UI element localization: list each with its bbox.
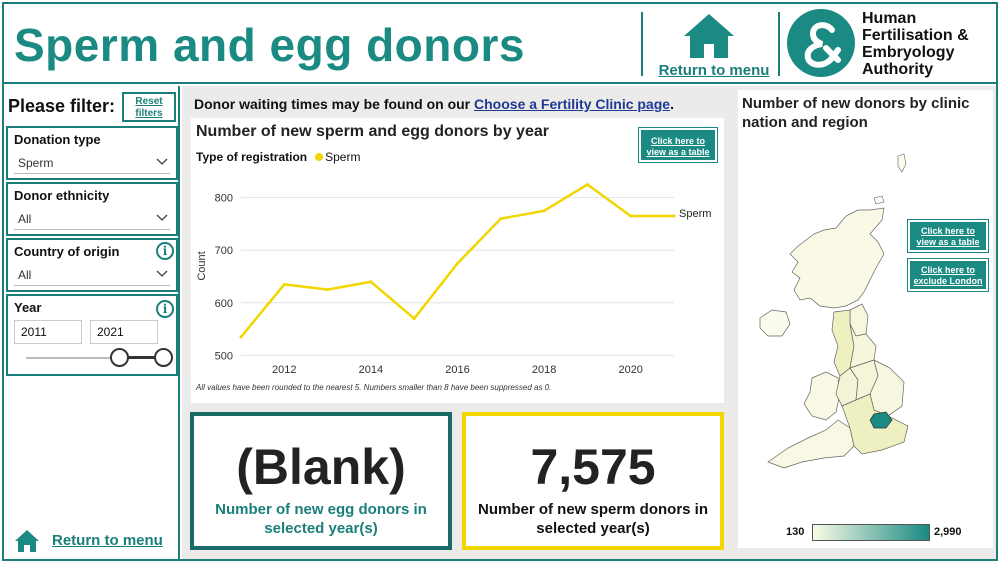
- data-point: [585, 183, 589, 187]
- map-region-northern-ireland: [759, 309, 791, 337]
- year-start-input[interactable]: 2011: [14, 320, 82, 344]
- info-icon[interactable]: i: [156, 242, 174, 260]
- header-divider: [641, 12, 643, 76]
- egg-donors-card: (Blank) Number of new egg donors in sele…: [190, 412, 452, 550]
- map-region-london: [869, 411, 893, 429]
- year-end-input[interactable]: 2021: [90, 320, 158, 344]
- logo-text: Human Fertilisation & Embryology Authori…: [862, 10, 969, 78]
- country-of-origin-filter: Country of origin i All: [6, 238, 178, 292]
- map-region-south-west: [767, 419, 855, 469]
- data-point: [456, 261, 459, 265]
- region-map-card: Number of new donors by clinic nation an…: [738, 90, 993, 548]
- donors-by-year-chart: Number of new sperm and egg donors by ye…: [191, 118, 724, 403]
- map-region-orkney: [873, 195, 885, 205]
- donor-ethnicity-dropdown[interactable]: All: [14, 208, 170, 230]
- data-point: [629, 214, 633, 218]
- country-of-origin-dropdown[interactable]: All: [14, 264, 170, 286]
- reset-filters-button[interactable]: Reset filters: [122, 92, 176, 122]
- year-filter: Year i 2011 2021: [6, 294, 178, 376]
- map-region-wales: [803, 371, 841, 421]
- uk-region-map[interactable]: [758, 150, 928, 520]
- data-point: [326, 288, 330, 292]
- header: Sperm and egg donors Return to menu Huma…: [4, 4, 996, 84]
- waiting-times-notice: Donor waiting times may be found on our …: [194, 96, 674, 112]
- year-slider-range: [120, 356, 164, 359]
- year-slider-start-handle[interactable]: [110, 348, 129, 367]
- exclude-london-button[interactable]: Click here to exclude London: [907, 258, 989, 292]
- y-tick-label: 700: [215, 245, 233, 257]
- map-region-scotland: [789, 207, 885, 309]
- data-point: [282, 282, 286, 286]
- year-slider-track[interactable]: [26, 357, 164, 359]
- sperm-donors-card: 7,575 Number of new sperm donors in sele…: [462, 412, 724, 550]
- y-tick-label: 600: [215, 298, 233, 310]
- map-region-shetland: [897, 153, 907, 173]
- sperm-donors-value: 7,575: [530, 439, 656, 495]
- data-point: [499, 217, 503, 221]
- info-icon[interactable]: i: [156, 300, 174, 318]
- scale-min-label: 130: [786, 526, 805, 538]
- view-as-table-button[interactable]: Click here to view as a table: [638, 127, 718, 163]
- return-to-menu-link[interactable]: Return to menu: [658, 62, 770, 79]
- chevron-down-icon: [156, 270, 168, 277]
- map-view-as-table-button[interactable]: Click here to view as a table: [907, 219, 989, 253]
- page-title: Sperm and egg donors: [14, 19, 525, 71]
- data-point: [412, 317, 416, 321]
- color-scale-bar: [812, 524, 930, 541]
- filter-label: Donor ethnicity: [14, 188, 110, 203]
- donor-ethnicity-filter: Donor ethnicity All: [6, 182, 178, 236]
- filter-heading: Please filter:: [8, 96, 116, 116]
- filter-label: Donation type: [14, 132, 101, 147]
- year-slider-end-handle[interactable]: [154, 348, 173, 367]
- rounding-footnote: All values have been rounded to the near…: [196, 383, 552, 392]
- y-tick-label: 500: [215, 350, 233, 362]
- chart-title: Number of new sperm and egg donors by ye…: [196, 123, 549, 140]
- data-point: [672, 214, 676, 218]
- donation-type-dropdown[interactable]: Sperm: [14, 152, 170, 174]
- x-tick-label: 2020: [618, 364, 642, 376]
- data-point: [239, 335, 243, 339]
- x-tick-label: 2012: [272, 364, 296, 376]
- filter-label: Year: [14, 300, 42, 315]
- x-tick-label: 2018: [532, 364, 556, 376]
- y-axis-label: Count: [196, 251, 208, 280]
- y-tick-label: 800: [215, 193, 233, 205]
- donation-type-filter: Donation type Sperm: [6, 126, 178, 180]
- line-chart-plot: 500 600 700 800 2012 2014 2016 2018 2020 Count Spe…: [196, 183, 711, 376]
- data-point: [542, 209, 546, 213]
- series-end-label: Sperm: [679, 208, 711, 220]
- data-point: [369, 280, 373, 284]
- series-line-sperm: [240, 183, 674, 338]
- map-title: Number of new donors by clinic nation an…: [742, 95, 970, 131]
- x-tick-label: 2014: [359, 364, 383, 376]
- filter-sidebar: Please filter: Reset filters Donation ty…: [4, 86, 180, 559]
- x-tick-label: 2016: [445, 364, 469, 376]
- scale-max-label: 2,990: [934, 526, 962, 538]
- chevron-down-icon: [156, 214, 168, 221]
- return-to-menu-link[interactable]: Return to menu: [52, 532, 163, 549]
- chart-legend: Type of registration Sperm: [196, 150, 361, 164]
- sperm-donors-caption: Number of new sperm donors in selected y…: [477, 501, 709, 537]
- legend-swatch: [315, 153, 324, 161]
- header-divider: [778, 12, 780, 76]
- filter-label: Country of origin: [14, 244, 120, 259]
- hfea-logo: [787, 9, 855, 77]
- home-icon[interactable]: [14, 529, 40, 553]
- egg-donors-value: (Blank): [236, 439, 406, 495]
- chevron-down-icon: [156, 158, 168, 165]
- fertility-clinic-link[interactable]: Choose a Fertility Clinic page: [474, 96, 671, 112]
- egg-donors-caption: Number of new egg donors in selected yea…: [215, 501, 427, 537]
- home-icon[interactable]: [682, 12, 736, 60]
